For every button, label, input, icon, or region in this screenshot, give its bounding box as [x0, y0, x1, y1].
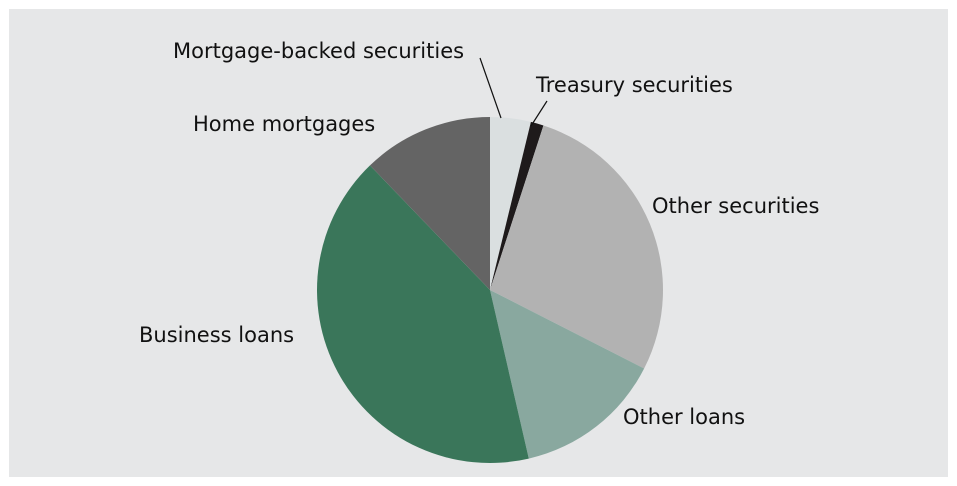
pie-slice-home-mortgages: [370, 117, 490, 290]
slice-label-home-mortgages: Home mortgages: [193, 112, 375, 136]
leader-lines: [479, 57, 548, 127]
slice-label-treasury-securities: Treasury securities: [535, 73, 733, 97]
leader-line-mortgage-backed-securities: [479, 57, 502, 119]
pie-slice-other-securities: [490, 125, 663, 369]
slice-label-business-loans: Business loans: [139, 323, 294, 347]
pie-slice-treasury-securities: [490, 121, 544, 290]
slice-labels: Mortgage-backed securities Treasury secu…: [139, 39, 819, 429]
leader-line-treasury-securities: [530, 100, 548, 127]
slice-label-other-securities: Other securities: [652, 194, 819, 218]
pie-slice-mortgage-backed-securities: [490, 117, 531, 290]
slice-label-other-loans: Other loans: [623, 405, 745, 429]
pie-slice-business-loans: [317, 165, 529, 463]
pie-slice-other-loans: [490, 290, 645, 459]
pie-slices: [317, 117, 663, 463]
slice-label-mortgage-backed-securities: Mortgage-backed securities: [173, 39, 464, 63]
